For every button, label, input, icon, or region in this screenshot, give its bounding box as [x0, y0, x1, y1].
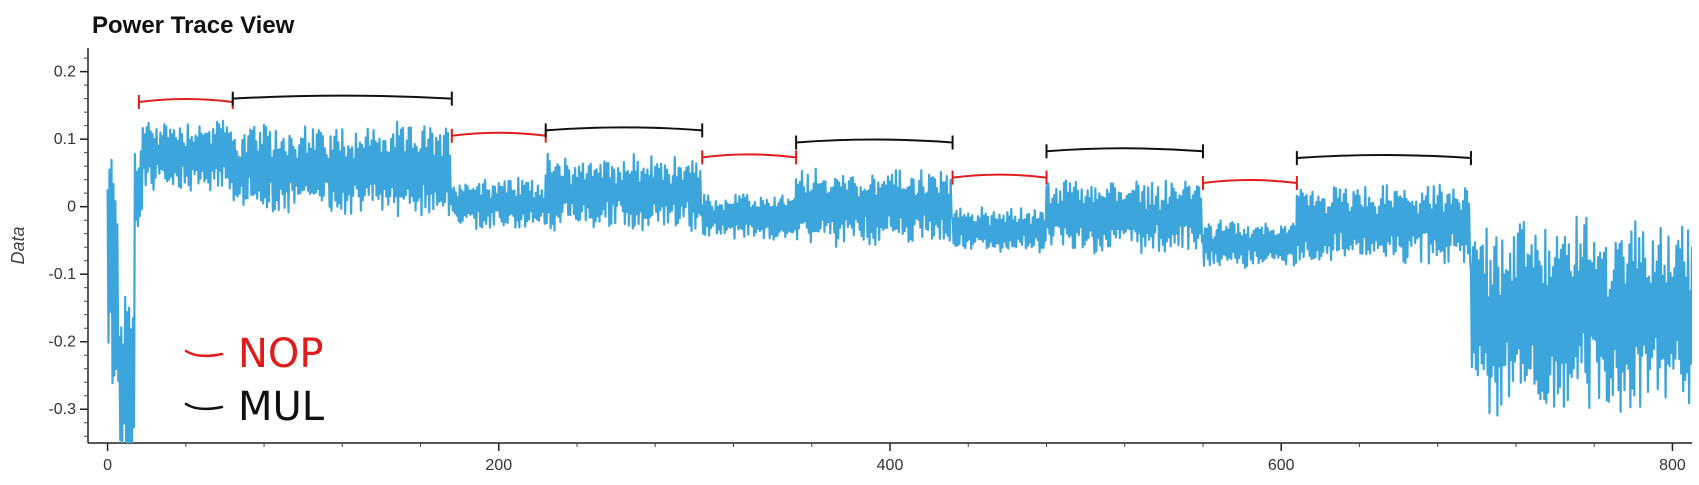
bracket-line	[232, 94, 452, 100]
bracket-line	[796, 138, 953, 144]
x-tick-label: 200	[485, 457, 512, 474]
nop-legend-swatch	[184, 349, 224, 358]
chart-title: Power Trace View	[92, 12, 295, 39]
x-tick-label: 400	[877, 457, 904, 474]
nop-bracket	[450, 128, 547, 143]
power-trace-series	[106, 119, 1692, 443]
bracket-line	[1202, 179, 1297, 185]
x-tick-label: 0	[103, 457, 112, 474]
nop-legend-label: NOP	[238, 331, 324, 377]
y-tick-label: -0.1	[48, 266, 76, 283]
bracket-line	[702, 153, 797, 159]
mul-bracket	[1295, 151, 1472, 166]
bracket-line	[138, 98, 233, 104]
bracket-line	[1046, 147, 1204, 153]
legend: NOP MUL	[184, 331, 325, 430]
y-tick-label: 0.2	[54, 64, 76, 81]
x-tick-label: 600	[1268, 457, 1295, 474]
bracket-line	[545, 126, 703, 132]
mul-bracket	[795, 135, 954, 150]
bracket-line	[451, 131, 546, 137]
y-tick-label: -0.2	[48, 334, 76, 351]
trace-layer	[106, 119, 1692, 443]
nop-bracket	[1201, 176, 1298, 191]
nop-bracket	[137, 95, 234, 110]
mul-legend-label: MUL	[238, 384, 325, 430]
axes: 0.2 0.1 0 -0.1 -0.2 -0.3 0 200 400 600 800 Data	[8, 48, 1692, 474]
y-tick-label: 0.1	[54, 131, 76, 148]
nop-bracket	[951, 170, 1048, 185]
mul-bracket	[1045, 144, 1204, 159]
y-tick-label: 0	[67, 199, 76, 216]
x-tick-label: 800	[1659, 457, 1686, 474]
nop-bracket	[701, 150, 798, 165]
bracket-line	[1296, 154, 1472, 160]
bracket-line	[952, 173, 1047, 179]
mul-bracket	[231, 91, 453, 106]
y-tick-label: -0.3	[48, 401, 76, 418]
y-axis-title: Data	[8, 226, 28, 264]
annotation-layer	[137, 91, 1472, 191]
mul-legend-swatch	[184, 402, 224, 411]
mul-bracket	[544, 123, 704, 138]
